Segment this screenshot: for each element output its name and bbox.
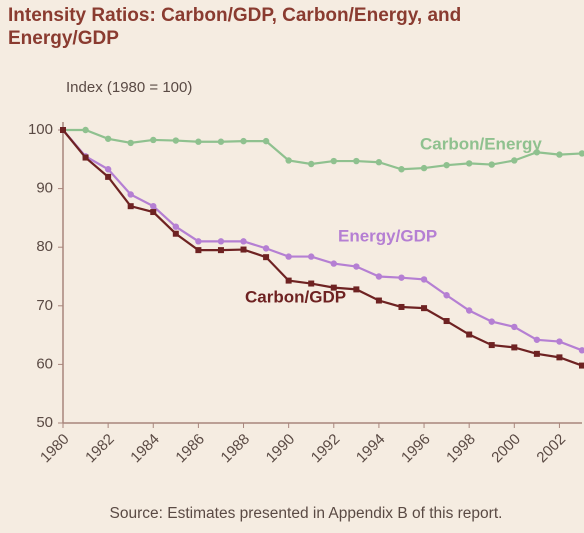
point-marker: [353, 286, 360, 293]
x-tick-label: 2002: [533, 431, 569, 467]
point-marker: [308, 253, 315, 260]
point-marker: [353, 157, 360, 165]
point-marker: [285, 277, 292, 284]
x-tick-label: 1990: [263, 431, 299, 467]
source: Source: Estimates presented in Appendix …: [110, 505, 503, 522]
point-marker: [104, 135, 112, 142]
point-marker: [195, 138, 202, 145]
point-marker: [375, 159, 383, 166]
y-axis-label: Index (1980 = 100): [66, 79, 192, 96]
point-marker: [398, 274, 405, 281]
point-marker: [262, 245, 270, 252]
point-marker: [240, 238, 247, 245]
point-marker: [579, 362, 584, 369]
y-tick-label: 60: [36, 355, 53, 372]
point-marker: [443, 292, 450, 299]
point-marker: [443, 161, 450, 169]
point-marker: [240, 246, 247, 253]
point-marker: [285, 253, 292, 260]
point-marker: [262, 137, 270, 145]
point-marker: [556, 338, 563, 345]
point-marker: [578, 150, 584, 157]
point-marker: [195, 238, 202, 245]
point-marker: [308, 280, 315, 287]
point-marker: [195, 247, 202, 254]
series-label: Carbon/GDP: [245, 287, 346, 306]
point-marker: [105, 173, 112, 180]
point-marker: [240, 137, 247, 145]
point-marker: [465, 160, 473, 167]
point-marker: [421, 305, 428, 312]
point-marker: [127, 203, 134, 210]
point-marker: [511, 344, 518, 351]
point-marker: [420, 164, 428, 172]
point-marker: [466, 331, 473, 338]
point-marker: [556, 354, 563, 361]
series-line: [63, 128, 583, 171]
x-tick-label: 1994: [353, 431, 389, 467]
chart-title: Intensity Ratios: Carbon/GDP, Carbon/Ene…: [8, 5, 462, 49]
x-tick-label: 1996: [398, 431, 434, 467]
point-marker: [127, 139, 134, 147]
point-marker: [398, 303, 405, 310]
point-marker: [330, 157, 337, 165]
point-marker: [60, 127, 66, 133]
x-tick-label: 1984: [127, 431, 163, 467]
point-marker: [82, 126, 89, 134]
y-tick-label: 50: [36, 414, 53, 431]
x-tick-label: 1992: [308, 431, 344, 467]
point-marker: [172, 137, 180, 144]
y-tick-label: 90: [36, 180, 53, 197]
x-tick-label: 1982: [82, 431, 118, 467]
point-marker: [150, 202, 157, 210]
x-tick-label: 2000: [488, 431, 524, 467]
point-marker: [375, 297, 382, 304]
point-marker: [443, 318, 450, 325]
point-marker: [556, 151, 563, 158]
point-marker: [488, 342, 495, 349]
point-marker: [150, 136, 157, 144]
point-marker: [172, 223, 180, 230]
point-marker: [420, 276, 428, 283]
point-marker: [150, 209, 157, 216]
point-marker: [263, 254, 270, 261]
point-marker: [353, 263, 360, 270]
point-marker: [217, 238, 225, 245]
point-marker: [104, 166, 112, 173]
point-marker: [533, 336, 541, 343]
point-marker: [511, 157, 518, 164]
x-tick-label: 1988: [218, 431, 254, 467]
point-marker: [82, 154, 89, 161]
point-marker: [398, 166, 405, 173]
x-tick-label: 1998: [443, 431, 479, 467]
point-marker: [217, 138, 225, 145]
x-tick-label: 1980: [37, 431, 73, 467]
point-marker: [465, 307, 473, 314]
x-tick-label: 1986: [172, 431, 208, 467]
y-tick-label: 100: [28, 121, 53, 138]
series-label: Energy/GDP: [338, 226, 437, 245]
point-marker: [533, 350, 540, 357]
point-marker: [330, 260, 337, 267]
point-marker: [511, 323, 518, 331]
point-marker: [578, 347, 584, 354]
point-marker: [488, 318, 495, 325]
point-marker: [172, 230, 179, 237]
point-marker: [308, 160, 315, 168]
y-tick-label: 80: [36, 238, 53, 255]
point-marker: [217, 247, 224, 254]
series-label: Carbon/Energy: [420, 134, 542, 153]
point-marker: [285, 157, 292, 164]
point-marker: [330, 284, 337, 291]
point-marker: [533, 149, 541, 156]
point-marker: [127, 191, 134, 198]
point-marker: [375, 273, 383, 280]
series-line: [62, 129, 583, 367]
series-line: [62, 129, 583, 352]
point-marker: [488, 161, 495, 168]
y-tick-label: 70: [36, 297, 53, 314]
